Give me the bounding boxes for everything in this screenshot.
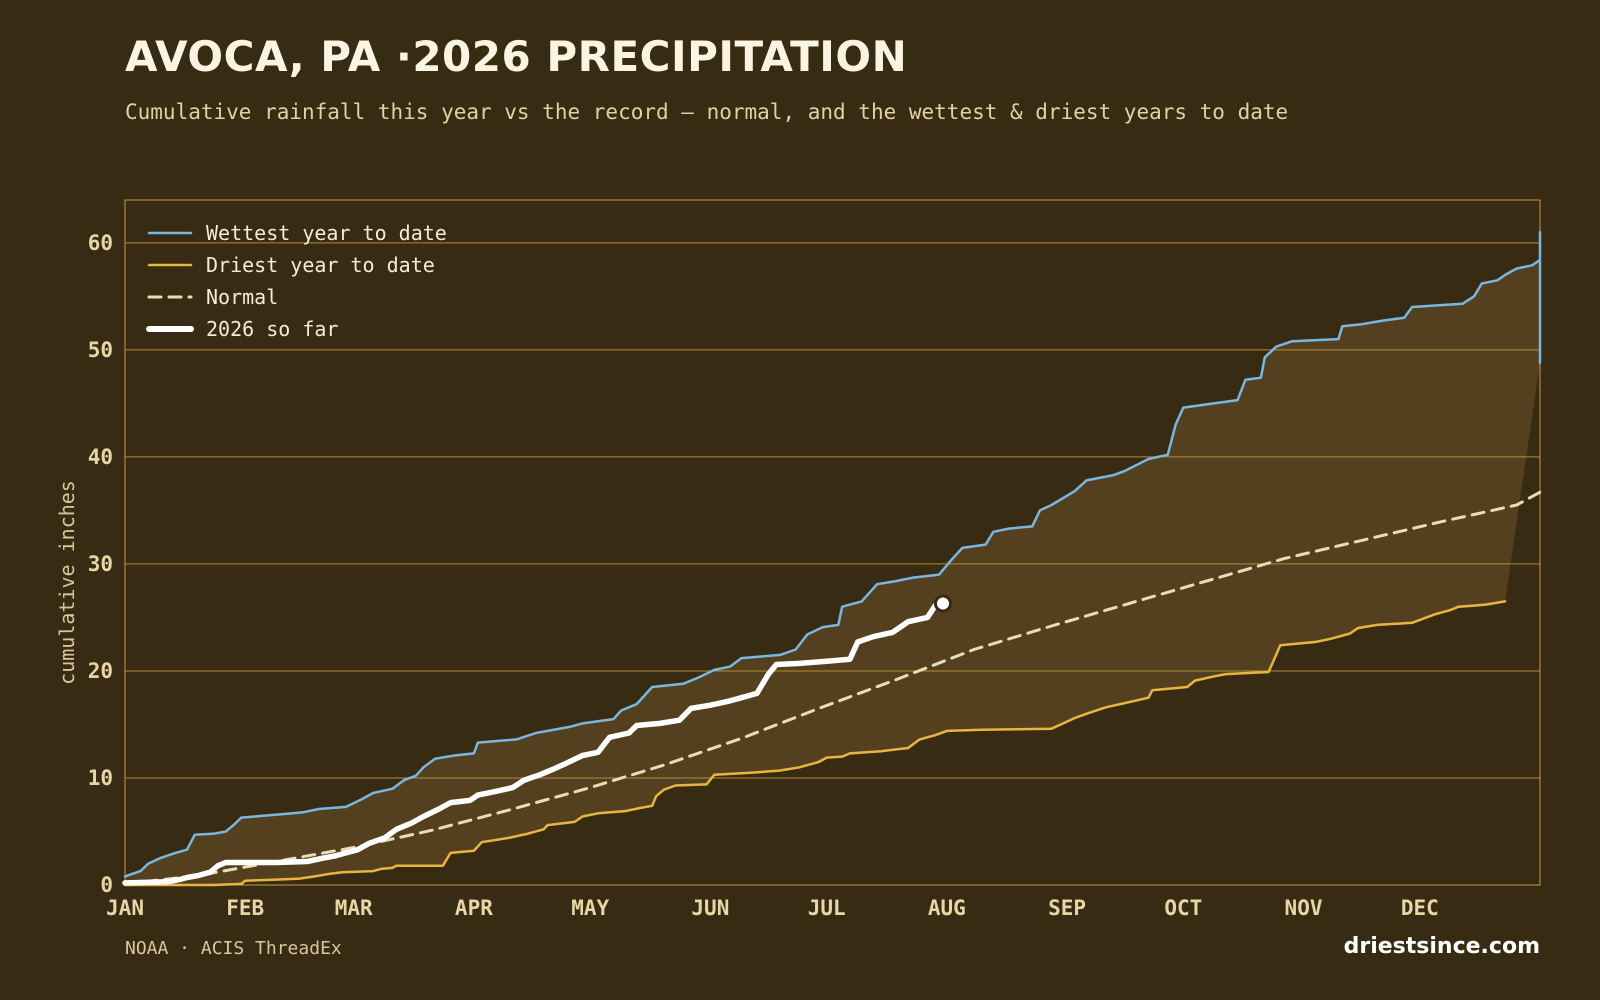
series-line-wettest-year-to-date [123, 230, 1542, 878]
series-line-2026-so-far [122, 602, 938, 886]
current-value-marker [933, 594, 952, 613]
legend-label: Normal [206, 285, 278, 309]
chart-title: AVOCA, PA ·2026 PRECIPITATION [125, 32, 908, 81]
chart-subtitle: Cumulative rainfall this year vs the rec… [125, 100, 1289, 124]
x-tick-label: OCT [1164, 896, 1202, 920]
x-axis-ticks: JAN FEB MAR APR MAY JUN JUL AUG SEP OCT NOV DEC [106, 896, 1439, 920]
y-axis-label: cumulative inches [55, 480, 79, 685]
x-tick-label: JAN [106, 896, 144, 920]
y-tick-label: 0 [100, 873, 113, 897]
x-tick-label: SEP [1048, 896, 1086, 920]
y-tick-label: 40 [88, 445, 113, 469]
plot-frame [124, 199, 1541, 886]
x-tick-label: MAY [571, 896, 609, 920]
y-tick-label: 10 [88, 766, 113, 790]
wet-dry-band [125, 232, 1540, 886]
gridlines [125, 242, 1540, 779]
legend: Wettest year to date Driest year to date N… [146, 221, 447, 341]
x-tick-label: MAR [335, 896, 373, 920]
x-tick-label: FEB [226, 896, 264, 920]
y-tick-label: 30 [88, 552, 113, 576]
x-tick-label: JUN [691, 896, 729, 920]
x-tick-label: APR [455, 896, 493, 920]
series-line-normal [123, 484, 1542, 886]
legend-label: Driest year to date [206, 253, 435, 277]
x-tick-label: JUL [808, 896, 846, 920]
series-lines [122, 230, 1542, 887]
record-band [125, 232, 1540, 886]
y-axis-ticks: 0 10 20 30 40 50 60 [88, 231, 113, 897]
site-link[interactable]: driestsince.com [1343, 934, 1540, 959]
legend-label: Wettest year to date [206, 221, 447, 245]
legend-label: 2026 so far [206, 317, 338, 341]
series-line-driest-year-to-date [123, 600, 1507, 887]
x-tick-label: DEC [1401, 896, 1439, 920]
y-tick-label: 50 [88, 338, 113, 362]
data-source: NOAA · ACIS ThreadEx [125, 938, 342, 959]
x-tick-label: AUG [928, 896, 966, 920]
y-tick-label: 60 [88, 231, 113, 255]
y-tick-label: 20 [88, 659, 113, 683]
x-tick-label: NOV [1285, 896, 1323, 920]
